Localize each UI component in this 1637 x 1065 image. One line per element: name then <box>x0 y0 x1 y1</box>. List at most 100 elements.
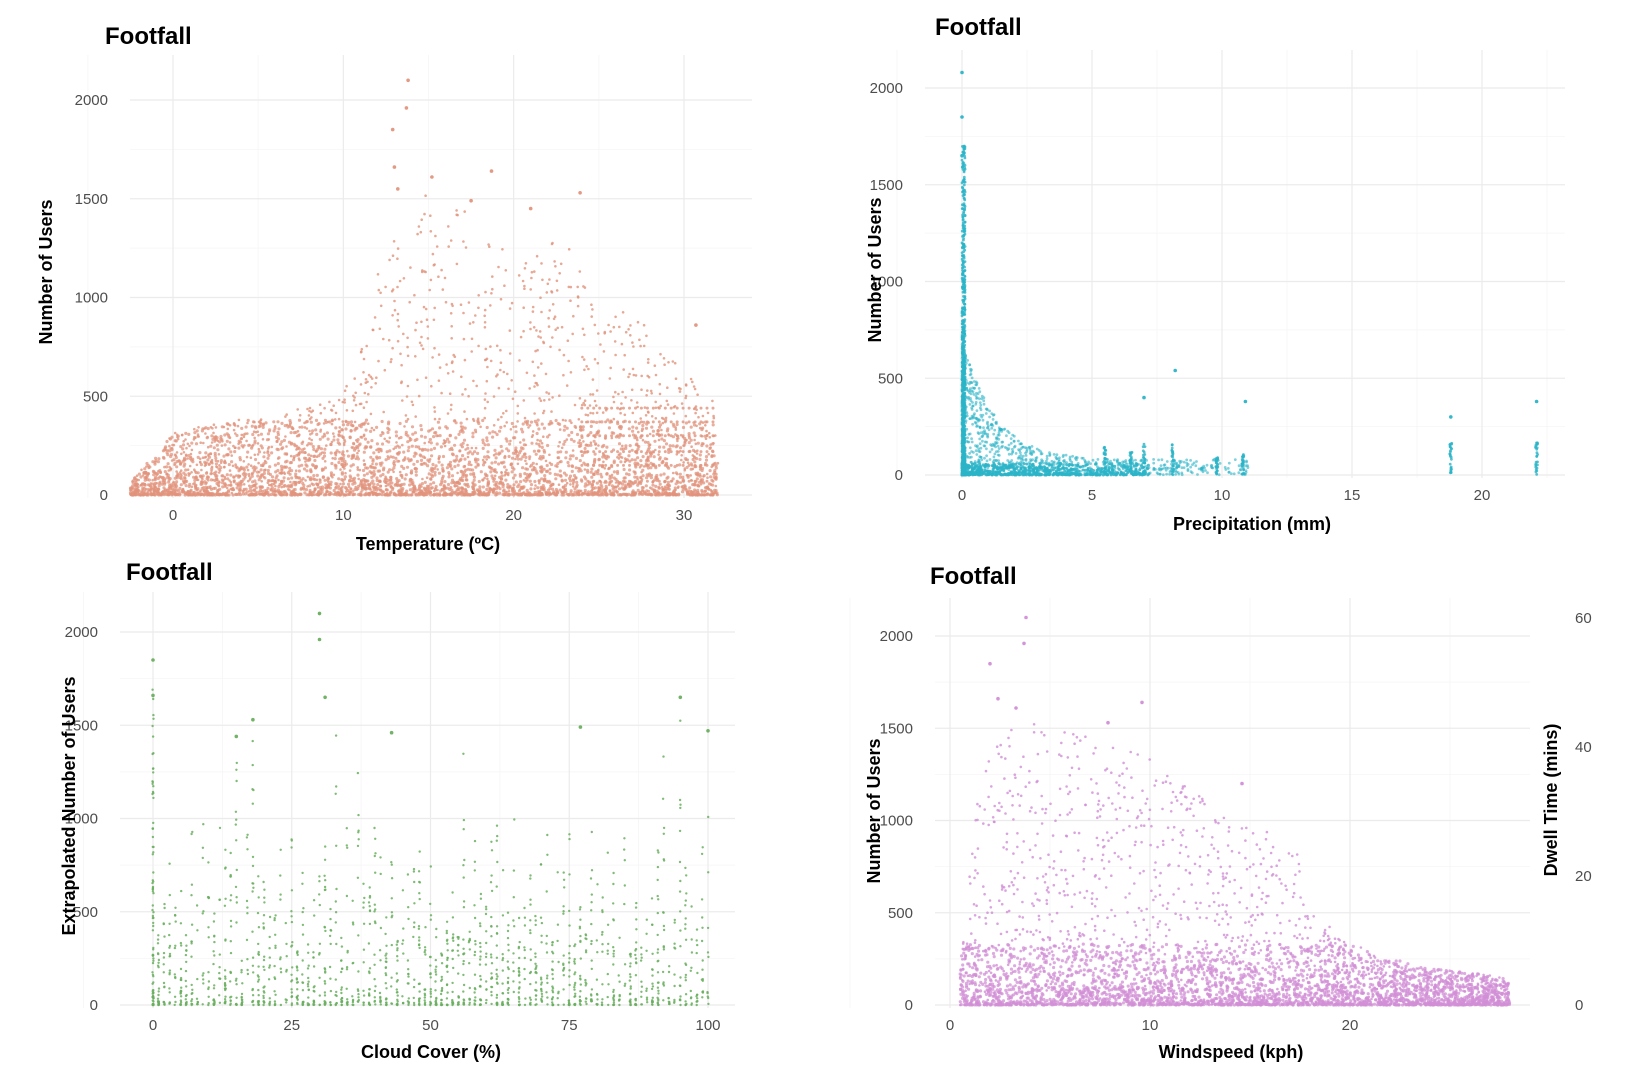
data-point <box>672 412 676 415</box>
data-point <box>637 421 641 425</box>
data-point <box>456 213 459 217</box>
data-point <box>210 441 214 444</box>
data-point <box>404 491 408 496</box>
data-point <box>628 468 632 472</box>
data-point <box>485 458 489 461</box>
data-point <box>651 479 655 483</box>
data-point <box>262 475 265 479</box>
data-point <box>421 447 425 451</box>
data-point <box>182 451 186 454</box>
data-point <box>705 492 709 496</box>
data-point <box>522 452 527 456</box>
data-points <box>960 70 1539 477</box>
data-point <box>560 491 564 495</box>
data-point <box>380 493 384 497</box>
data-point <box>963 198 967 202</box>
data-point <box>687 492 692 496</box>
data-point <box>315 478 319 482</box>
data-point <box>406 345 409 349</box>
data-point <box>584 477 588 481</box>
data-point <box>190 485 194 489</box>
data-point <box>390 127 395 132</box>
data-point <box>396 318 400 322</box>
data-point <box>622 467 626 472</box>
data-point <box>663 450 667 454</box>
data-point <box>391 288 395 291</box>
data-point <box>488 245 491 248</box>
data-point <box>592 434 596 438</box>
data-point <box>456 471 459 475</box>
data-point <box>628 420 631 424</box>
data-point <box>524 493 528 496</box>
data-point <box>705 479 709 483</box>
data-point <box>354 485 358 489</box>
data-point <box>651 434 655 438</box>
data-point <box>564 490 568 494</box>
data-point <box>218 481 221 484</box>
data-point <box>484 392 487 395</box>
data-point <box>572 314 575 318</box>
data-point <box>461 478 465 483</box>
data-point <box>343 477 347 481</box>
data-point <box>294 474 297 478</box>
data-point <box>216 439 220 443</box>
data-point <box>503 284 506 288</box>
data-point <box>529 327 532 331</box>
data-point <box>705 463 709 467</box>
data-point <box>533 412 536 415</box>
data-point <box>531 461 535 465</box>
data-point <box>517 483 521 487</box>
data-point <box>692 431 696 435</box>
data-point <box>305 493 309 497</box>
data-point <box>571 478 575 481</box>
data-point <box>435 245 439 248</box>
data-point <box>961 290 965 294</box>
data-point <box>250 424 254 428</box>
data-point <box>651 429 656 433</box>
data-point <box>161 479 165 482</box>
data-point <box>157 470 160 473</box>
data-point <box>362 473 366 477</box>
data-point <box>663 492 666 496</box>
data-point <box>610 450 614 454</box>
data-point <box>567 464 571 468</box>
x-axis-label: Temperature (ºC) <box>356 534 500 554</box>
data-point <box>273 425 277 428</box>
data-point <box>406 434 410 438</box>
data-point <box>203 456 207 459</box>
data-point <box>961 221 965 225</box>
data-point <box>530 493 534 496</box>
data-point <box>375 476 379 480</box>
data-point <box>381 472 385 477</box>
data-point <box>646 440 650 445</box>
data-point <box>257 461 260 465</box>
data-point <box>297 480 301 484</box>
data-point <box>257 450 262 454</box>
data-point <box>597 444 600 447</box>
data-point <box>428 458 432 461</box>
data-point <box>702 442 705 446</box>
data-point <box>712 472 716 476</box>
data-point <box>548 453 551 457</box>
data-point <box>440 391 443 395</box>
grid <box>896 50 1565 478</box>
data-point <box>583 403 587 407</box>
data-point <box>201 477 204 481</box>
data-point <box>436 488 439 492</box>
data-point <box>298 476 302 480</box>
data-point <box>520 427 524 431</box>
data-point <box>304 460 307 463</box>
data-point <box>607 483 611 487</box>
data-point <box>470 463 473 467</box>
data-point <box>456 463 460 467</box>
data-point <box>681 434 685 438</box>
data-point <box>455 484 459 488</box>
chart-title: Footfall <box>935 14 1022 41</box>
data-point <box>619 460 623 464</box>
data-point <box>493 448 497 452</box>
data-point <box>961 215 965 219</box>
data-point <box>598 434 602 438</box>
data-point <box>343 475 347 479</box>
data-point <box>595 420 599 424</box>
data-point <box>298 458 301 462</box>
